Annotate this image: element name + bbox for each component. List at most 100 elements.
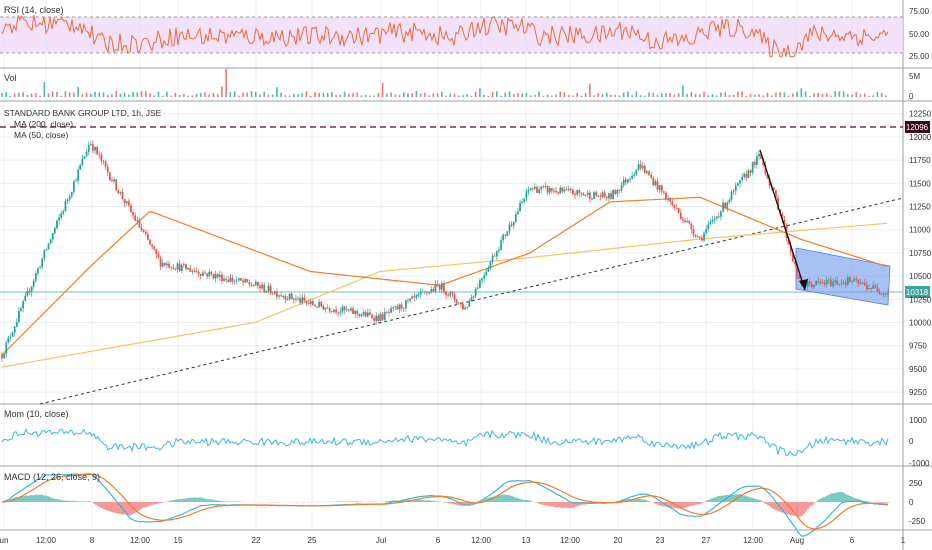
candle-body — [753, 161, 756, 165]
candle-body — [62, 210, 65, 214]
candle-body — [597, 195, 600, 197]
candle-body — [794, 261, 796, 264]
volume-bar — [859, 94, 862, 97]
macd-hist-bar — [23, 495, 25, 502]
candle-body — [834, 280, 837, 283]
macd-hist-bar — [751, 498, 753, 502]
volume-bar — [314, 92, 316, 97]
volume-bar — [550, 95, 553, 97]
candle-body — [28, 290, 31, 293]
macd-hist-bar — [795, 502, 797, 517]
candle-body — [34, 273, 37, 281]
macd-hist-bar — [213, 499, 215, 502]
macd-hist-bar — [47, 496, 49, 502]
volume-bar — [847, 94, 849, 97]
macd-hist-bar — [209, 499, 211, 502]
macd-hist-bar — [21, 496, 23, 502]
candle-body — [130, 205, 132, 213]
x-tick-label: 23 — [656, 536, 665, 545]
candle-body — [261, 284, 263, 289]
macd-hist-bar — [535, 502, 537, 503]
macd-hist-bar — [833, 493, 835, 502]
macd-hist-bar — [201, 497, 203, 502]
candle-body — [607, 193, 610, 199]
candle-body — [178, 263, 181, 271]
macd-hist-bar — [697, 502, 699, 505]
macd-hist-bar — [879, 502, 881, 503]
volume-bar — [136, 92, 139, 97]
candle-body — [595, 192, 598, 196]
candle-body — [538, 189, 540, 193]
candle-body — [136, 220, 139, 222]
macd-hist-bar — [621, 500, 623, 502]
volume-bar — [73, 92, 75, 97]
macd-hist-bar — [41, 494, 43, 502]
macd-hist-bar — [355, 501, 357, 502]
candle-body — [491, 255, 494, 262]
candle-body — [20, 308, 22, 311]
candle-body — [709, 221, 712, 225]
macd-hist-bar — [509, 495, 511, 502]
macd-hist-bar — [425, 500, 427, 502]
macd-hist-bar — [17, 497, 19, 502]
candle-body — [64, 201, 67, 211]
macd-hist-bar — [549, 502, 551, 507]
macd-hist-bar — [775, 502, 777, 511]
candle-body — [836, 280, 839, 285]
candle-body — [225, 278, 228, 280]
candle-body — [195, 270, 198, 272]
macd-hist-bar — [663, 502, 665, 507]
candle-body — [204, 272, 206, 274]
candle-body — [599, 196, 602, 197]
macd-hist-bar — [75, 501, 77, 502]
volume-bar — [1, 93, 3, 97]
candle-body — [527, 189, 530, 192]
x-axis-labels: un 12:00 8 12:00 15 22 25 Jul 6 12:00 13 12:00 20 23 2… — [0, 536, 906, 545]
candle-body — [354, 310, 357, 314]
macd-hist-bar — [793, 502, 795, 516]
macd-hist-bar — [451, 502, 453, 504]
macd-hist-bar — [147, 502, 149, 507]
macd-histogram — [1, 491, 889, 517]
macd-hist-bar — [857, 498, 859, 502]
candle-body — [851, 281, 853, 283]
candle-body — [350, 308, 352, 311]
volume-bar — [466, 94, 469, 97]
macd-hist-bar — [97, 502, 99, 507]
volume-bar — [745, 95, 748, 97]
candle-body — [58, 217, 60, 221]
volume-bar — [593, 95, 595, 97]
volume-bar — [470, 95, 473, 97]
volume-bar — [318, 92, 320, 97]
volume-bar — [669, 93, 672, 97]
volume-bar — [728, 95, 731, 97]
x-tick-label: 13 — [522, 536, 531, 545]
candle-body — [254, 281, 257, 286]
candle-body — [108, 172, 111, 180]
volume-bar — [183, 94, 185, 97]
candle-body — [542, 186, 545, 187]
macd-hist-bar — [639, 498, 641, 502]
candle-body — [375, 315, 378, 321]
candle-body — [303, 297, 306, 301]
volume-bar — [18, 92, 20, 97]
macd-hist-bar — [123, 502, 125, 515]
macd-hist-bar — [713, 497, 715, 502]
candle-body — [396, 306, 399, 310]
candle-body — [237, 278, 240, 281]
volume-bar — [407, 93, 409, 97]
candle-body — [282, 295, 285, 297]
macd-hist-bar — [85, 501, 87, 502]
candle-body — [443, 283, 445, 292]
macd-hist-bar — [505, 494, 507, 502]
ma200-label: MA (200, close) — [14, 119, 73, 129]
candle-body — [561, 187, 564, 192]
candle-body — [119, 192, 122, 194]
macd-hist-bar — [495, 495, 497, 502]
macd-hist-bar — [69, 500, 71, 502]
candle-body — [675, 207, 678, 209]
macd-hist-bar — [563, 502, 565, 508]
candle-body — [227, 279, 230, 282]
candle-body — [369, 312, 371, 315]
